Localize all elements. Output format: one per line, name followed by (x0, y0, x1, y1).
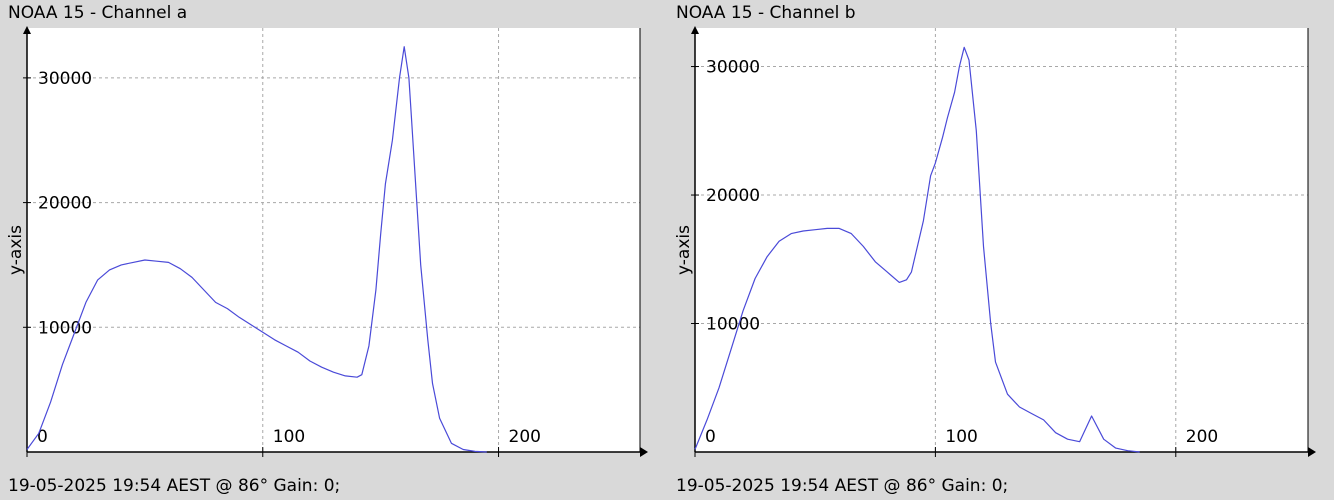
y-tick-label: 20000 (38, 194, 92, 214)
chart-plot-channel-a: 0 100 200 10000 20000 30000 y-axis (6, 26, 648, 457)
chart-plot-channel-b: 0 100 200 10000 20000 30000 y-axis (674, 26, 1316, 457)
y-axis-label: y-axis (674, 225, 694, 275)
chart-footer-status: 19-05-2025 19:54 AEST @ 86° Gain: 0; (676, 476, 1009, 496)
y-axis-label: y-axis (6, 225, 26, 275)
x-axis-arrow (1308, 447, 1316, 457)
y-axis-arrow (23, 26, 31, 34)
x-tick-label: 200 (509, 427, 541, 447)
x-tick-label: 0 (705, 427, 716, 447)
chart-footer-status: 19-05-2025 19:54 AEST @ 86° Gain: 0; (8, 476, 341, 496)
y-tick-label: 10000 (38, 318, 92, 338)
plot-background (695, 28, 1308, 452)
chart-panel-channel-a: NOAA 15 - Channel a 0 100 200 10000 20000 300… (0, 0, 660, 500)
plot-background (27, 28, 640, 452)
chart-title: NOAA 15 - Channel a (8, 3, 188, 23)
x-tick-label: 200 (1186, 427, 1218, 447)
series-line (694, 46, 1140, 453)
x-tick-label: 0 (37, 427, 48, 447)
y-axis-arrow (691, 26, 699, 34)
x-tick-label: 100 (273, 427, 305, 447)
x-axis-arrow (640, 447, 648, 457)
y-tick-label: 20000 (706, 186, 760, 206)
y-tick-label: 10000 (706, 315, 760, 335)
series-line (26, 46, 487, 453)
y-tick-label: 30000 (706, 58, 760, 78)
chart-panel-channel-b: NOAA 15 - Channel b 0 100 200 10000 20000 300… (668, 0, 1328, 500)
x-tick-label: 100 (945, 427, 977, 447)
chart-title: NOAA 15 - Channel b (676, 3, 856, 23)
y-tick-label: 30000 (38, 69, 92, 89)
